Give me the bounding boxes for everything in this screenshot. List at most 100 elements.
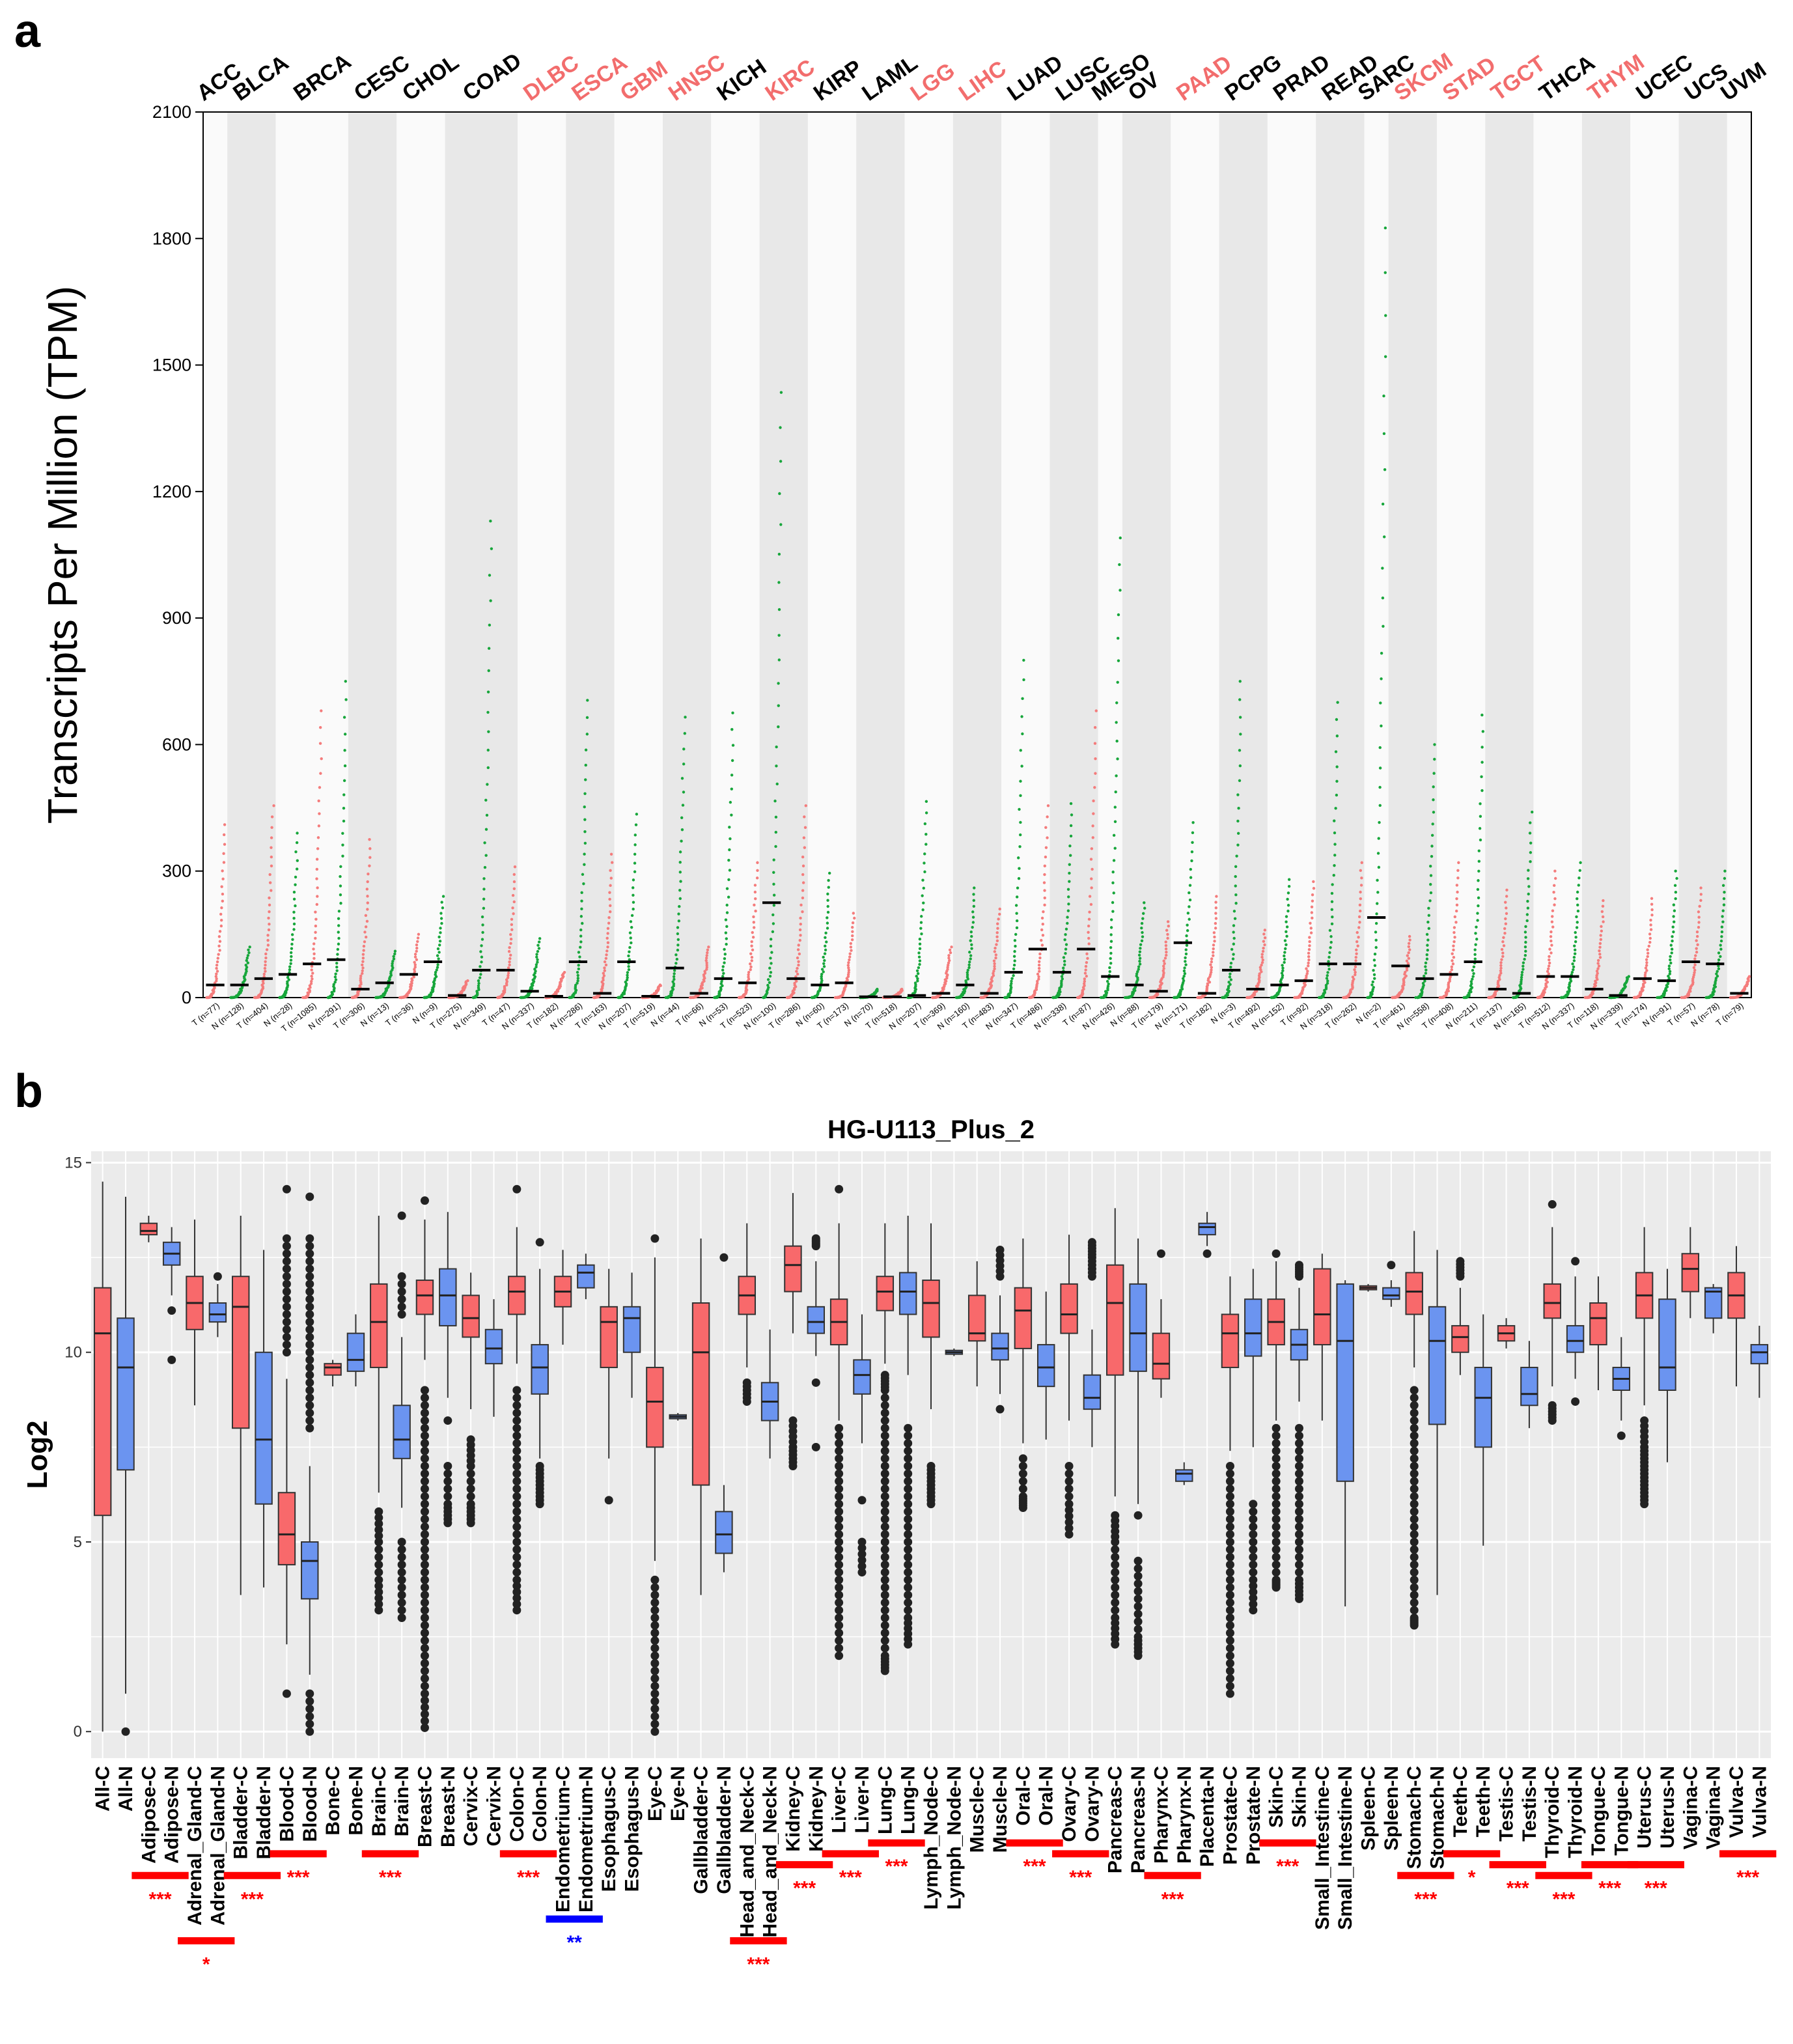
expression-dot [1307,961,1310,965]
expression-dot [1064,927,1068,931]
expression-dot [1380,724,1383,728]
outlier-point [397,1606,406,1615]
expression-dot [799,923,802,926]
outlier-point [420,1583,429,1592]
outlier-point [788,1461,798,1470]
expression-dot [1552,890,1555,894]
expression-dot [947,954,951,957]
outlier-point [305,1317,314,1326]
outlier-point [857,1556,867,1565]
expression-dot [315,858,319,861]
expression-dot [579,940,583,944]
outlier-point [420,1575,429,1584]
expression-dot [1166,936,1169,940]
expression-dot [481,931,484,934]
expression-dot [1281,973,1285,977]
expression-dot [1141,935,1145,938]
expression-dot [1572,955,1576,959]
outlier-point [904,1560,913,1569]
expression-dot [947,959,951,962]
box-iqr [577,1264,595,1289]
expression-dot [725,937,728,940]
x-category-label: Placenta-N [1197,1766,1218,1867]
boxplot-tongue-n [1612,1337,1630,1440]
expression-dot [995,943,998,946]
cancer-label-kirp: KIRP [809,55,867,106]
boxplot-eye-n [669,1412,687,1421]
expression-dot [1335,765,1339,768]
expression-dot [1262,932,1266,936]
expression-dot [679,880,682,883]
outlier-point [904,1477,913,1486]
expression-dot [1018,867,1021,870]
outlier-point [1249,1600,1258,1609]
expression-dot [1234,884,1237,888]
expression-dot [475,990,479,993]
expression-dot [751,931,754,934]
x-category-label: Teeth-C [1450,1766,1471,1837]
expression-dot [1357,915,1361,919]
expression-dot [437,957,440,960]
expression-dot [507,949,511,953]
expression-dot [313,957,316,960]
expression-dot [633,843,637,847]
cancer-label-tgct: TGCT [1486,51,1550,105]
expression-dot [1111,870,1115,874]
expression-dot [1012,955,1016,958]
expression-dot [823,959,826,962]
outlier-point [835,1515,844,1524]
x-category-label: Vulva-N [1749,1766,1770,1838]
expression-dot [1020,715,1023,718]
outlier-point [282,1184,291,1194]
expression-dot [1188,905,1191,908]
expression-dot [393,952,396,956]
expression-dot [484,798,488,802]
expression-dot [1019,794,1022,798]
expression-dot [578,955,581,959]
expression-dot [289,962,292,965]
expression-dot [1474,932,1477,935]
expression-dot [1167,924,1170,928]
x-category-label: Small_Intestine-C [1312,1766,1333,1930]
box-iqr [208,1302,227,1323]
expression-dot [1285,920,1288,923]
outlier-point [650,1621,660,1630]
outlier-point [811,1234,820,1243]
cancer-label-chol: CHOL [398,49,464,105]
expression-dot [1695,947,1698,950]
outlier-point [880,1560,889,1569]
expression-dot [1381,567,1384,570]
outlier-point [904,1552,913,1561]
expression-dot [268,896,271,900]
expression-dot [728,869,732,872]
expression-dot [316,886,319,889]
outlier-point [512,1446,521,1455]
expression-dot [1330,891,1334,895]
outlier-point [1410,1568,1419,1577]
expression-dot [415,958,419,962]
expression-dot [1357,936,1360,939]
box-iqr [1083,1374,1102,1410]
expression-dot [1090,847,1094,850]
expression-dot [215,977,218,981]
outlier-point [1249,1593,1258,1603]
expression-dot [1596,967,1600,970]
outlier-point [420,1666,429,1675]
x-category-label: Bladder-C [230,1766,252,1859]
expression-dot [721,965,725,968]
expression-dot [1501,955,1505,958]
expression-dot [1408,934,1411,938]
expression-dot [721,975,725,978]
expression-dot [261,979,265,983]
outlier-point [880,1568,889,1577]
expression-dot [1068,880,1071,883]
boxplot-blood-c [277,1184,296,1698]
expression-dot [314,924,318,928]
expression-dot [1067,895,1070,899]
expression-dot [921,878,924,882]
expression-dot [1165,929,1169,932]
expression-dot [1405,966,1409,970]
expression-dot [1550,939,1553,943]
expression-dot [966,971,969,974]
outlier-point [420,1469,429,1478]
